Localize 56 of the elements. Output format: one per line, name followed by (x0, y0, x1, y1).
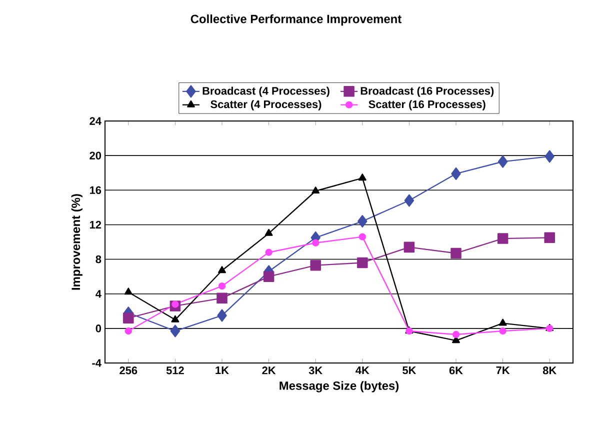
x-tick-label: 7K (496, 366, 510, 374)
point (499, 327, 506, 335)
point (498, 155, 508, 168)
chart-title: Collective Performance Improvement (190, 14, 402, 26)
y-tick-label: 16 (90, 186, 102, 194)
point (263, 271, 274, 282)
x-tick-label: 3K (308, 366, 323, 374)
point (450, 248, 462, 259)
legend-label: Scatter (4 Processes) (210, 100, 322, 110)
legend-label: Broadcast (4 Processes) (202, 86, 330, 97)
point (312, 186, 320, 194)
point (312, 239, 320, 246)
x-tick-label: 5K (402, 366, 416, 374)
point (216, 292, 228, 304)
point (358, 233, 366, 240)
y-tick-label: 4 (96, 290, 102, 298)
y-tick-label: 8 (96, 255, 102, 264)
point (544, 232, 555, 244)
point (451, 167, 461, 180)
x-tick-label: 1K (216, 366, 229, 374)
point (404, 242, 415, 253)
point (544, 150, 554, 163)
x-tick-label: 6K (449, 366, 463, 374)
legend-label: Broadcast (16 Processes) (360, 86, 494, 97)
x-tick-label: 8K (542, 366, 557, 374)
y-axis-title: Improvement (%) (71, 194, 82, 290)
legend-label: Scatter (16 Processes) (368, 100, 486, 110)
point (497, 233, 508, 244)
point (358, 174, 366, 181)
point (498, 318, 507, 326)
y-tick-label: -4 (92, 359, 102, 367)
y-tick-label: 12 (90, 220, 102, 229)
point (404, 194, 414, 207)
point (358, 214, 368, 228)
point (218, 266, 226, 274)
point (217, 309, 227, 322)
point (171, 315, 180, 322)
point (124, 327, 132, 335)
x-tick-label: 4K (356, 366, 370, 374)
y-tick-label: 24 (90, 117, 102, 125)
x-tick-label: 512 (166, 366, 184, 374)
point (123, 312, 134, 324)
y-tick-label: 20 (90, 152, 102, 160)
point (357, 257, 368, 268)
point (218, 282, 226, 290)
point (172, 300, 179, 308)
x-tick-label: 2K (262, 366, 276, 374)
y-tick-label: 0 (96, 324, 102, 332)
point (310, 260, 321, 271)
x-axis-title: Message Size (bytes) (280, 381, 399, 392)
point (265, 248, 272, 256)
point (124, 288, 132, 295)
point (264, 228, 273, 236)
x-tick-label: 256 (120, 366, 138, 374)
point (170, 324, 180, 338)
point (452, 330, 460, 338)
